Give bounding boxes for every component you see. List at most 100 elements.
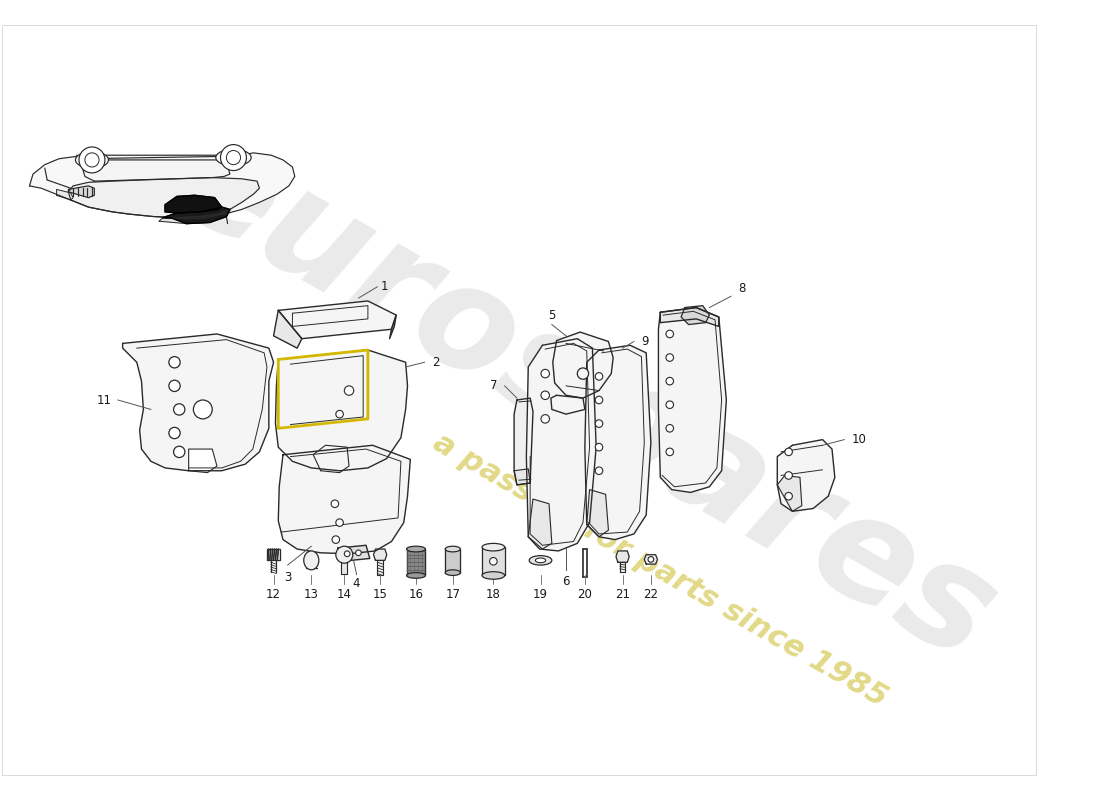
Polygon shape [56, 190, 73, 200]
Text: 21: 21 [615, 588, 630, 601]
Circle shape [336, 410, 343, 418]
Circle shape [666, 401, 673, 409]
Polygon shape [163, 210, 230, 219]
Polygon shape [482, 547, 505, 575]
Polygon shape [30, 153, 295, 218]
Ellipse shape [216, 150, 251, 166]
Text: 17: 17 [446, 588, 460, 601]
Polygon shape [278, 301, 396, 338]
Text: 7: 7 [490, 379, 497, 392]
Polygon shape [553, 332, 613, 398]
Circle shape [666, 354, 673, 362]
Polygon shape [160, 210, 230, 224]
Polygon shape [645, 554, 658, 564]
Polygon shape [551, 395, 585, 414]
Circle shape [784, 472, 792, 479]
Ellipse shape [407, 573, 426, 578]
Ellipse shape [446, 570, 460, 575]
Circle shape [541, 414, 550, 423]
Polygon shape [68, 178, 260, 218]
Circle shape [666, 448, 673, 456]
Polygon shape [82, 160, 230, 181]
Polygon shape [314, 446, 349, 473]
Polygon shape [374, 549, 387, 560]
Circle shape [666, 425, 673, 432]
Text: eurospares: eurospares [151, 108, 1020, 692]
Circle shape [169, 357, 180, 368]
Polygon shape [778, 475, 802, 511]
Polygon shape [163, 207, 230, 224]
Polygon shape [407, 549, 426, 575]
Circle shape [578, 368, 588, 379]
Polygon shape [514, 398, 534, 485]
Text: 20: 20 [578, 588, 592, 601]
Circle shape [174, 446, 185, 458]
Circle shape [784, 493, 792, 500]
Circle shape [344, 551, 350, 557]
Text: 22: 22 [644, 588, 659, 601]
Polygon shape [446, 549, 460, 573]
Text: 12: 12 [266, 588, 282, 601]
Ellipse shape [529, 556, 552, 565]
Polygon shape [278, 446, 410, 554]
Ellipse shape [304, 551, 319, 570]
Polygon shape [586, 490, 608, 537]
Circle shape [541, 391, 550, 399]
Circle shape [194, 400, 212, 419]
Text: 8: 8 [739, 282, 746, 295]
Text: 2: 2 [432, 356, 440, 369]
Text: 3: 3 [284, 571, 292, 584]
Circle shape [169, 427, 180, 438]
Polygon shape [527, 338, 596, 551]
Text: 9: 9 [641, 335, 649, 348]
Circle shape [169, 380, 180, 391]
Polygon shape [514, 469, 530, 485]
Text: 15: 15 [373, 588, 387, 601]
Ellipse shape [407, 546, 426, 552]
Circle shape [490, 558, 497, 565]
Polygon shape [681, 306, 710, 325]
Circle shape [595, 420, 603, 427]
Polygon shape [274, 310, 301, 348]
Polygon shape [389, 315, 396, 338]
Polygon shape [341, 562, 348, 574]
Text: 5: 5 [548, 309, 556, 322]
Circle shape [648, 557, 653, 562]
Circle shape [541, 370, 550, 378]
Polygon shape [267, 549, 280, 560]
Text: 10: 10 [851, 433, 867, 446]
Circle shape [336, 519, 343, 526]
Circle shape [595, 467, 603, 474]
Circle shape [344, 386, 354, 395]
Circle shape [174, 404, 185, 415]
Text: 13: 13 [304, 588, 319, 601]
Polygon shape [189, 449, 217, 473]
Text: 6: 6 [562, 574, 570, 588]
Polygon shape [659, 307, 726, 493]
Text: 11: 11 [97, 394, 111, 406]
Polygon shape [619, 562, 626, 572]
Circle shape [332, 536, 340, 543]
Polygon shape [165, 195, 222, 213]
Polygon shape [660, 307, 718, 326]
Circle shape [595, 396, 603, 404]
Circle shape [355, 550, 361, 556]
Text: 14: 14 [337, 588, 352, 601]
Text: 16: 16 [408, 588, 424, 601]
Polygon shape [68, 186, 95, 198]
Polygon shape [616, 551, 629, 562]
Circle shape [220, 145, 246, 170]
Text: a passion for parts since 1985: a passion for parts since 1985 [428, 427, 892, 712]
Ellipse shape [482, 543, 505, 551]
Polygon shape [275, 350, 407, 470]
Text: 1: 1 [381, 280, 388, 294]
Circle shape [79, 147, 104, 173]
Text: 19: 19 [534, 588, 548, 601]
Circle shape [595, 373, 603, 380]
Circle shape [595, 443, 603, 451]
Polygon shape [585, 346, 651, 540]
Polygon shape [338, 546, 370, 562]
Polygon shape [122, 334, 274, 470]
Ellipse shape [482, 572, 505, 579]
Circle shape [666, 330, 673, 338]
